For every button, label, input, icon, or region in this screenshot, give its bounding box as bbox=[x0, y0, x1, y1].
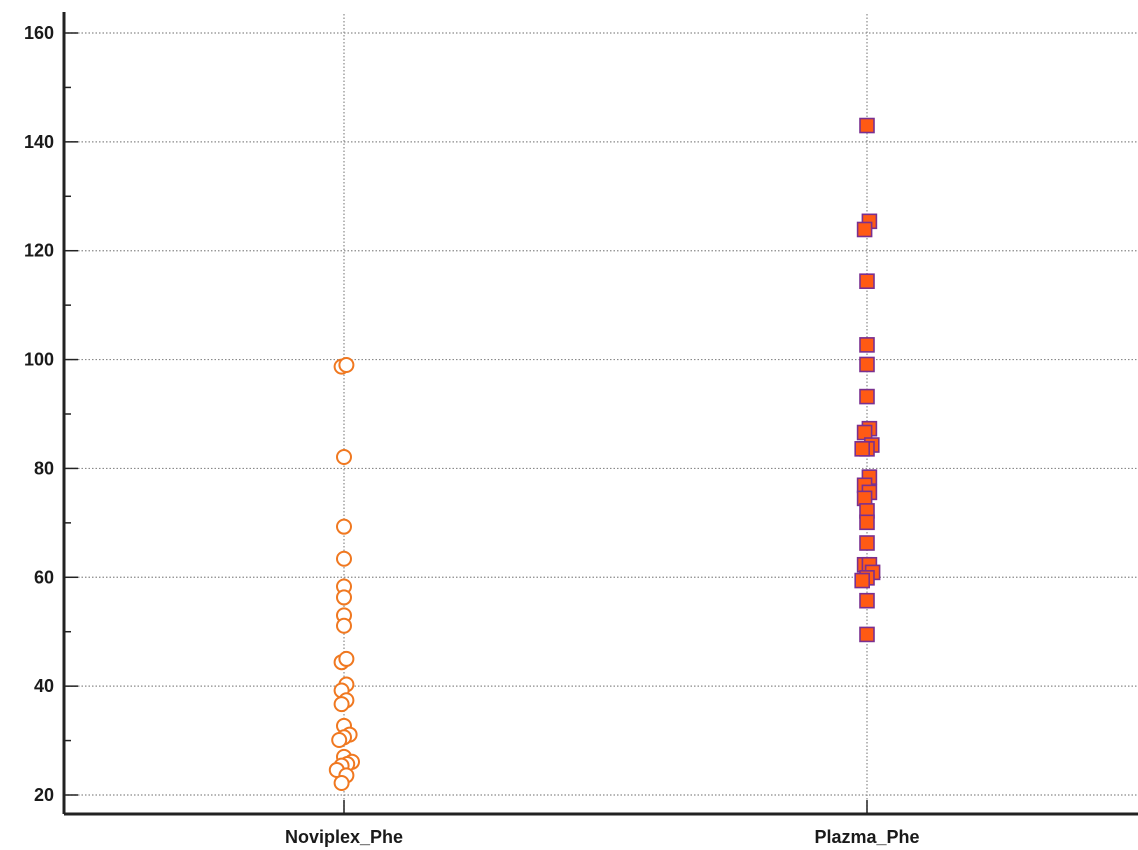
y-tick-label: 80 bbox=[34, 458, 54, 478]
plazma-phe-point bbox=[859, 273, 875, 289]
noviplex-phe-point bbox=[338, 650, 355, 667]
y-tick-label: 40 bbox=[34, 676, 54, 696]
plazma-phe-point bbox=[854, 441, 871, 457]
plazma-phe-point bbox=[859, 356, 875, 373]
plazma-phe-point bbox=[859, 337, 875, 353]
noviplex-phe-point bbox=[336, 617, 352, 634]
y-tick-label: 120 bbox=[24, 241, 54, 261]
point-layer bbox=[328, 117, 881, 792]
noviplex-phe-point bbox=[333, 696, 350, 713]
plazma-phe-point bbox=[859, 388, 875, 405]
noviplex-phe-point bbox=[333, 775, 350, 792]
y-tick-label: 140 bbox=[24, 132, 54, 152]
y-tick-label: 20 bbox=[34, 785, 54, 805]
label-layer: 20 40 60 80 100 120 140 160 Noviplex_Phe Plazma_P… bbox=[24, 23, 920, 847]
y-tick-label: 60 bbox=[34, 567, 54, 587]
plazma-phe-point bbox=[854, 572, 871, 589]
grid-layer bbox=[64, 14, 1138, 814]
noviplex-phe-point bbox=[336, 589, 352, 606]
y-tick-label: 160 bbox=[24, 23, 54, 43]
plazma-phe-point bbox=[856, 221, 873, 238]
x-category-label: Noviplex_Phe bbox=[285, 827, 403, 847]
noviplex-phe-point bbox=[336, 518, 352, 535]
plazma-phe-point bbox=[859, 592, 875, 609]
noviplex-phe-point bbox=[338, 357, 355, 374]
noviplex-phe-point bbox=[336, 448, 352, 465]
axis-layer bbox=[62, 12, 1138, 816]
y-tick-label: 100 bbox=[24, 350, 54, 370]
plazma-phe-point bbox=[859, 514, 875, 531]
plazma-phe-point bbox=[859, 626, 875, 643]
x-category-label: Plazma_Phe bbox=[814, 827, 919, 847]
noviplex-phe-point bbox=[336, 550, 352, 567]
noviplex-phe-point bbox=[331, 732, 348, 749]
plazma-phe-point bbox=[859, 535, 875, 551]
plazma-phe-point bbox=[859, 117, 875, 134]
